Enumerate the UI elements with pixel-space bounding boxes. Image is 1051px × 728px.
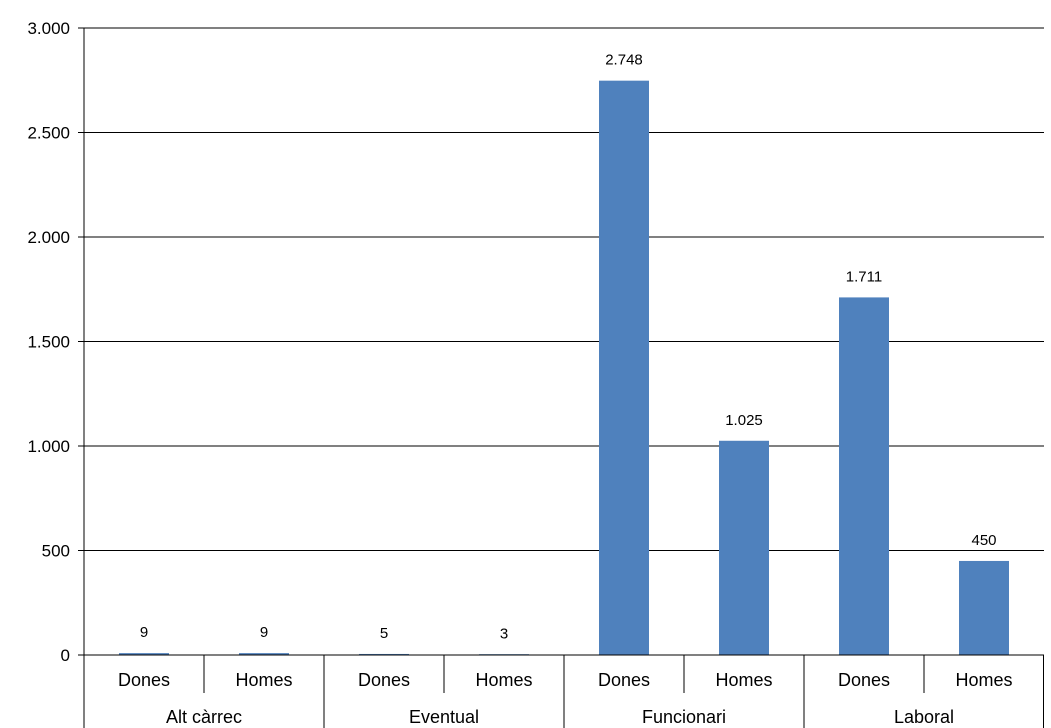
- x-axis: Dones Homes Alt càrrec Dones Homes Eventual Do…: [83, 654, 1044, 728]
- y-tick-label: 2.500: [27, 124, 70, 143]
- x-category-label: Homes: [715, 670, 772, 690]
- y-tick-label: 2.000: [27, 228, 70, 247]
- x-group-label: Funcionari: [642, 707, 726, 727]
- x-category-label: Dones: [358, 670, 410, 690]
- bar-laboral-dones: [839, 297, 889, 655]
- x-category-label: Homes: [475, 670, 532, 690]
- data-labels: 9 9 5 3 2.748 1.025 1.711 450: [140, 52, 997, 643]
- y-tick-label: 1.500: [27, 333, 70, 352]
- x-group-label: Alt càrrec: [166, 707, 242, 727]
- bar-alt-c-rrec-dones: [119, 653, 169, 655]
- y-tick-label: 500: [42, 542, 70, 561]
- data-label: 5: [380, 625, 388, 642]
- bar-alt-c-rrec-homes: [239, 653, 289, 655]
- bar-funcionari-dones: [599, 80, 649, 656]
- bar-funcionari-homes: [719, 440, 769, 655]
- x-category-label: Dones: [598, 670, 650, 690]
- data-label: 1.711: [846, 268, 882, 285]
- bar-laboral-homes: [959, 560, 1009, 655]
- gridlines: [84, 27, 1044, 551]
- x-category-label: Dones: [118, 670, 170, 690]
- data-label: 9: [260, 624, 268, 641]
- data-label: 450: [971, 532, 996, 549]
- y-axis: 0 500 1.000 1.500 2.000 2.500 3.000: [27, 19, 85, 665]
- y-tick-label: 0: [61, 646, 70, 665]
- y-tick-label: 3.000: [27, 19, 70, 38]
- data-label: 3: [500, 625, 508, 642]
- data-label: 2.748: [605, 52, 643, 69]
- x-category-label: Homes: [235, 670, 292, 690]
- x-category-label: Dones: [838, 670, 890, 690]
- bars: [119, 80, 1009, 656]
- bar-eventual-dones: [359, 653, 409, 655]
- data-label: 9: [140, 624, 148, 641]
- x-category-label: Homes: [955, 670, 1012, 690]
- data-label: 1.025: [725, 412, 763, 429]
- x-group-label: Laboral: [894, 707, 954, 727]
- y-tick-label: 1.000: [27, 437, 70, 456]
- x-group-label: Eventual: [409, 707, 479, 727]
